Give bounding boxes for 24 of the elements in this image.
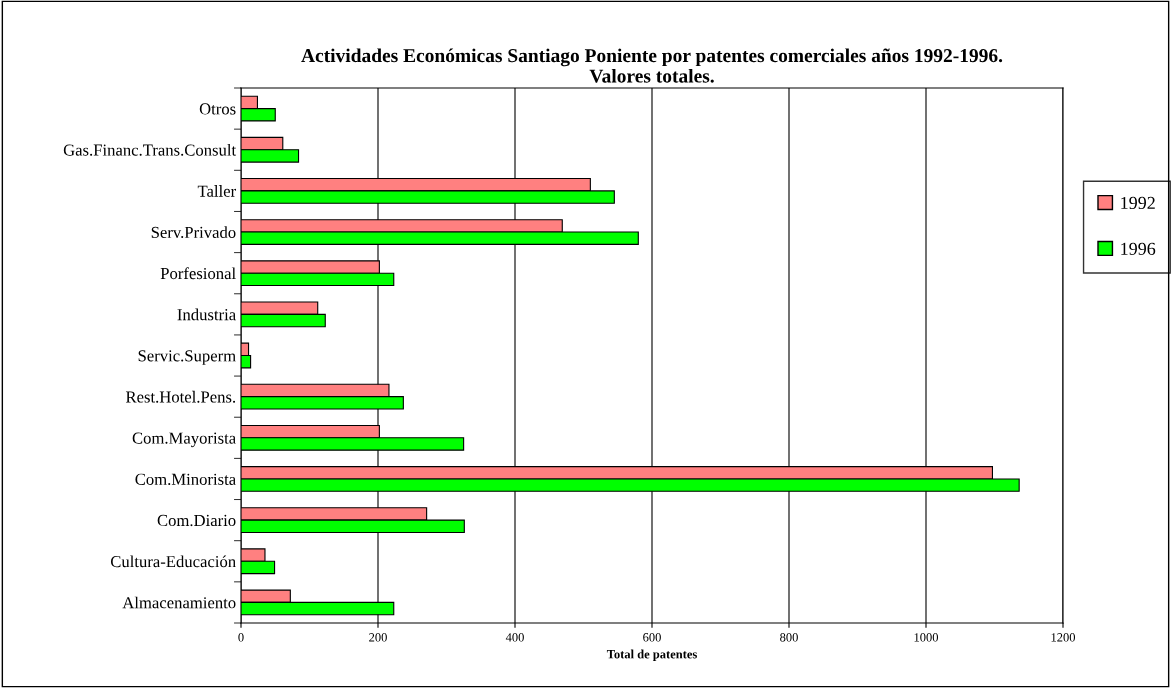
y-tick-label: Industria bbox=[177, 308, 236, 321]
y-tick-label: Servic.Superm bbox=[138, 350, 236, 365]
x-tick-label: 1000 bbox=[914, 633, 939, 642]
x-axis-title: Total de patentes bbox=[606, 649, 697, 661]
chart-title: Actividades Económicas Santiago Poniente por patentes comerciales años 1992-1996. Valores totales. bbox=[301, 48, 1003, 83]
x-tick-label: 200 bbox=[369, 633, 387, 642]
x-tick-label: 400 bbox=[505, 633, 524, 642]
y-tick-label: Porfesional bbox=[160, 267, 236, 280]
y-tick-label: Cultura-Educación bbox=[110, 555, 236, 568]
y-tick-label: Rest.Hotel.Pens. bbox=[125, 390, 236, 403]
x-tick-label: 1200 bbox=[1051, 633, 1076, 642]
y-tick-label: Serv.Privado bbox=[151, 226, 236, 239]
y-tick-label: Taller bbox=[197, 185, 236, 197]
y-tick-label: Com.Minorista bbox=[135, 473, 236, 485]
y-tick-label: Com.Mayorista bbox=[132, 432, 236, 448]
x-tick-label: 800 bbox=[780, 633, 798, 642]
y-tick-label: Almacenamiento bbox=[122, 596, 236, 609]
legend-label: 1996 bbox=[1121, 242, 1156, 255]
y-tick-label: Otros bbox=[199, 103, 236, 115]
x-tick-label: 0 bbox=[238, 633, 244, 642]
legend-label: 1992 bbox=[1121, 196, 1155, 209]
y-tick-label: Com.Diario bbox=[157, 514, 236, 527]
x-tick-label: 600 bbox=[643, 633, 661, 642]
y-tick-label: Gas.Financ.Trans.Consult bbox=[63, 143, 237, 156]
